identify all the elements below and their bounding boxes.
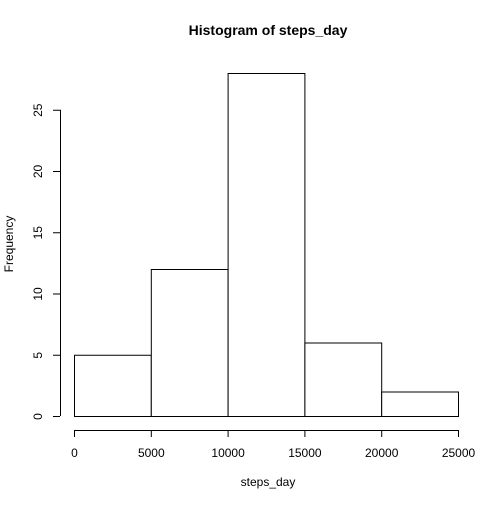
x-tick-label-3: 15000: [288, 446, 322, 460]
y-tick-label-5: 25: [31, 103, 45, 117]
y-axis-label: Frequency: [2, 216, 16, 273]
x-tick-label-5: 25000: [442, 446, 476, 460]
bars-group: [74, 73, 460, 417]
y-axis: 0 5 10 15 20 25: [31, 103, 61, 420]
histogram-bar-0: [74, 354, 152, 417]
histogram-bar-1: [150, 269, 229, 417]
chart-title: Histogram of steps_day: [189, 22, 348, 38]
histogram-bar-3: [304, 342, 383, 417]
y-tick-label-3: 15: [31, 226, 45, 240]
y-tick-label-2: 10: [31, 287, 45, 301]
y-tick-label-4: 20: [31, 165, 45, 179]
x-axis-label: steps_day: [241, 475, 296, 489]
y-tick-label-1: 5: [31, 352, 45, 359]
histogram-bar-4: [381, 391, 460, 417]
y-tick-label-0: 0: [31, 413, 45, 420]
histogram-bar-2: [227, 73, 306, 417]
x-axis: 0 5000 10000 15000 20000 25000: [71, 430, 476, 460]
x-tick-label-2: 10000: [211, 446, 245, 460]
x-tick-label-1: 5000: [138, 446, 165, 460]
x-tick-label-4: 20000: [365, 446, 399, 460]
x-tick-label-0: 0: [71, 446, 78, 460]
